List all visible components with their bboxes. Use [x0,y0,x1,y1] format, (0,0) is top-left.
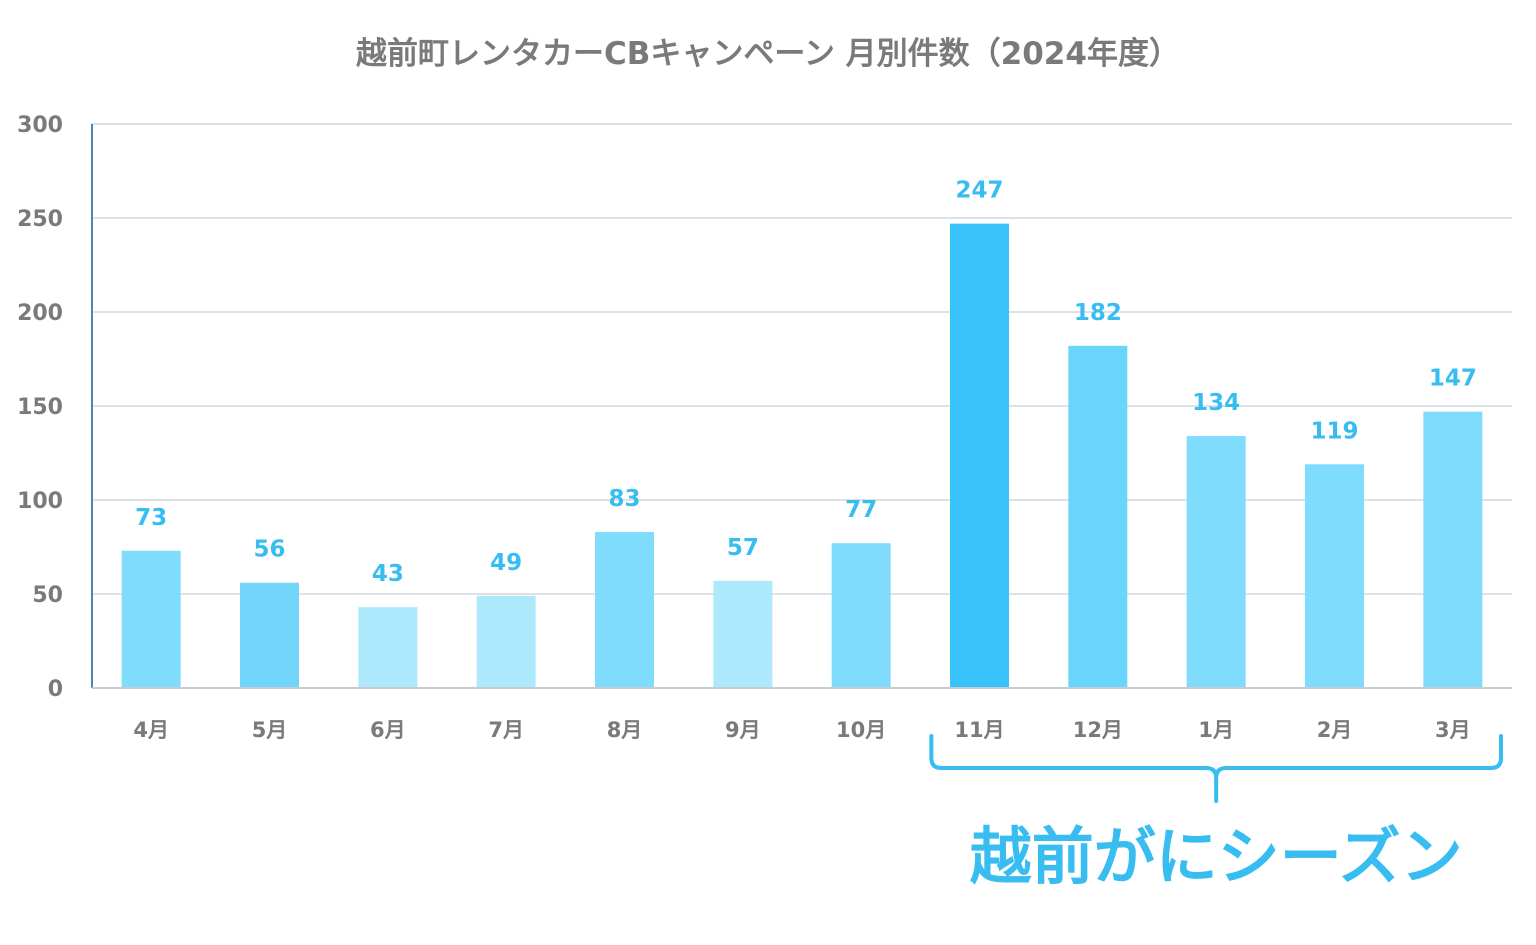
x-tick-label: 10月 [836,718,886,742]
data-label: 73 [135,505,167,531]
data-label: 182 [1074,300,1122,326]
data-label: 83 [608,486,640,512]
x-tick-label: 2月 [1317,718,1353,742]
season-annotation-text: 越前がにシーズン [970,820,1463,893]
x-tick-label: 11月 [954,718,1004,742]
x-tick-label: 12月 [1073,718,1123,742]
data-label: 57 [727,535,759,561]
bar [121,550,181,688]
x-tick-label: 1月 [1198,718,1234,742]
season-bracket [929,734,1503,803]
bars [121,223,1483,688]
bar [1305,464,1364,688]
bar [476,595,536,688]
y-tick-label: 250 [17,207,63,232]
x-tick-label: 6月 [370,718,406,742]
bar [1068,345,1128,688]
data-label: 119 [1310,418,1358,444]
data-label: 134 [1192,390,1240,416]
season-annotation: 越前がにシーズン [929,734,1503,893]
x-tick-label: 8月 [607,718,643,742]
x-tick-label: 4月 [133,718,169,742]
bar [358,607,418,688]
y-tick-label: 100 [17,489,63,514]
axes [91,124,1512,689]
bar [595,531,654,688]
data-label: 77 [845,497,877,523]
x-tick-label: 7月 [488,718,524,742]
bar [950,223,1009,688]
data-label: 43 [372,561,404,587]
data-label: 247 [955,178,1003,204]
gridlines [92,123,1512,595]
x-tick-label: 3月 [1435,718,1471,742]
bar [1186,436,1246,688]
bar [240,582,299,688]
y-tick-label: 300 [17,113,63,138]
bar [713,580,773,688]
data-label: 49 [490,550,522,576]
x-tick-label: 5月 [252,718,288,742]
y-tick-label: 0 [48,677,63,702]
labels: 0 50 100 150 200 250 300 73 4月 56 5月 43 6月 49 7月 83 8月 57… [17,113,1477,742]
bar [1423,411,1483,688]
data-label: 147 [1429,366,1477,392]
chart-title: 越前町レンタカーCBキャンペーン 月別件数（2024年度） [356,36,1180,72]
x-tick-label: 9月 [725,718,761,742]
y-tick-label: 150 [17,395,63,420]
y-tick-label: 200 [17,301,63,326]
data-label: 56 [253,537,285,563]
bar [831,543,891,688]
y-tick-label: 50 [32,583,63,608]
